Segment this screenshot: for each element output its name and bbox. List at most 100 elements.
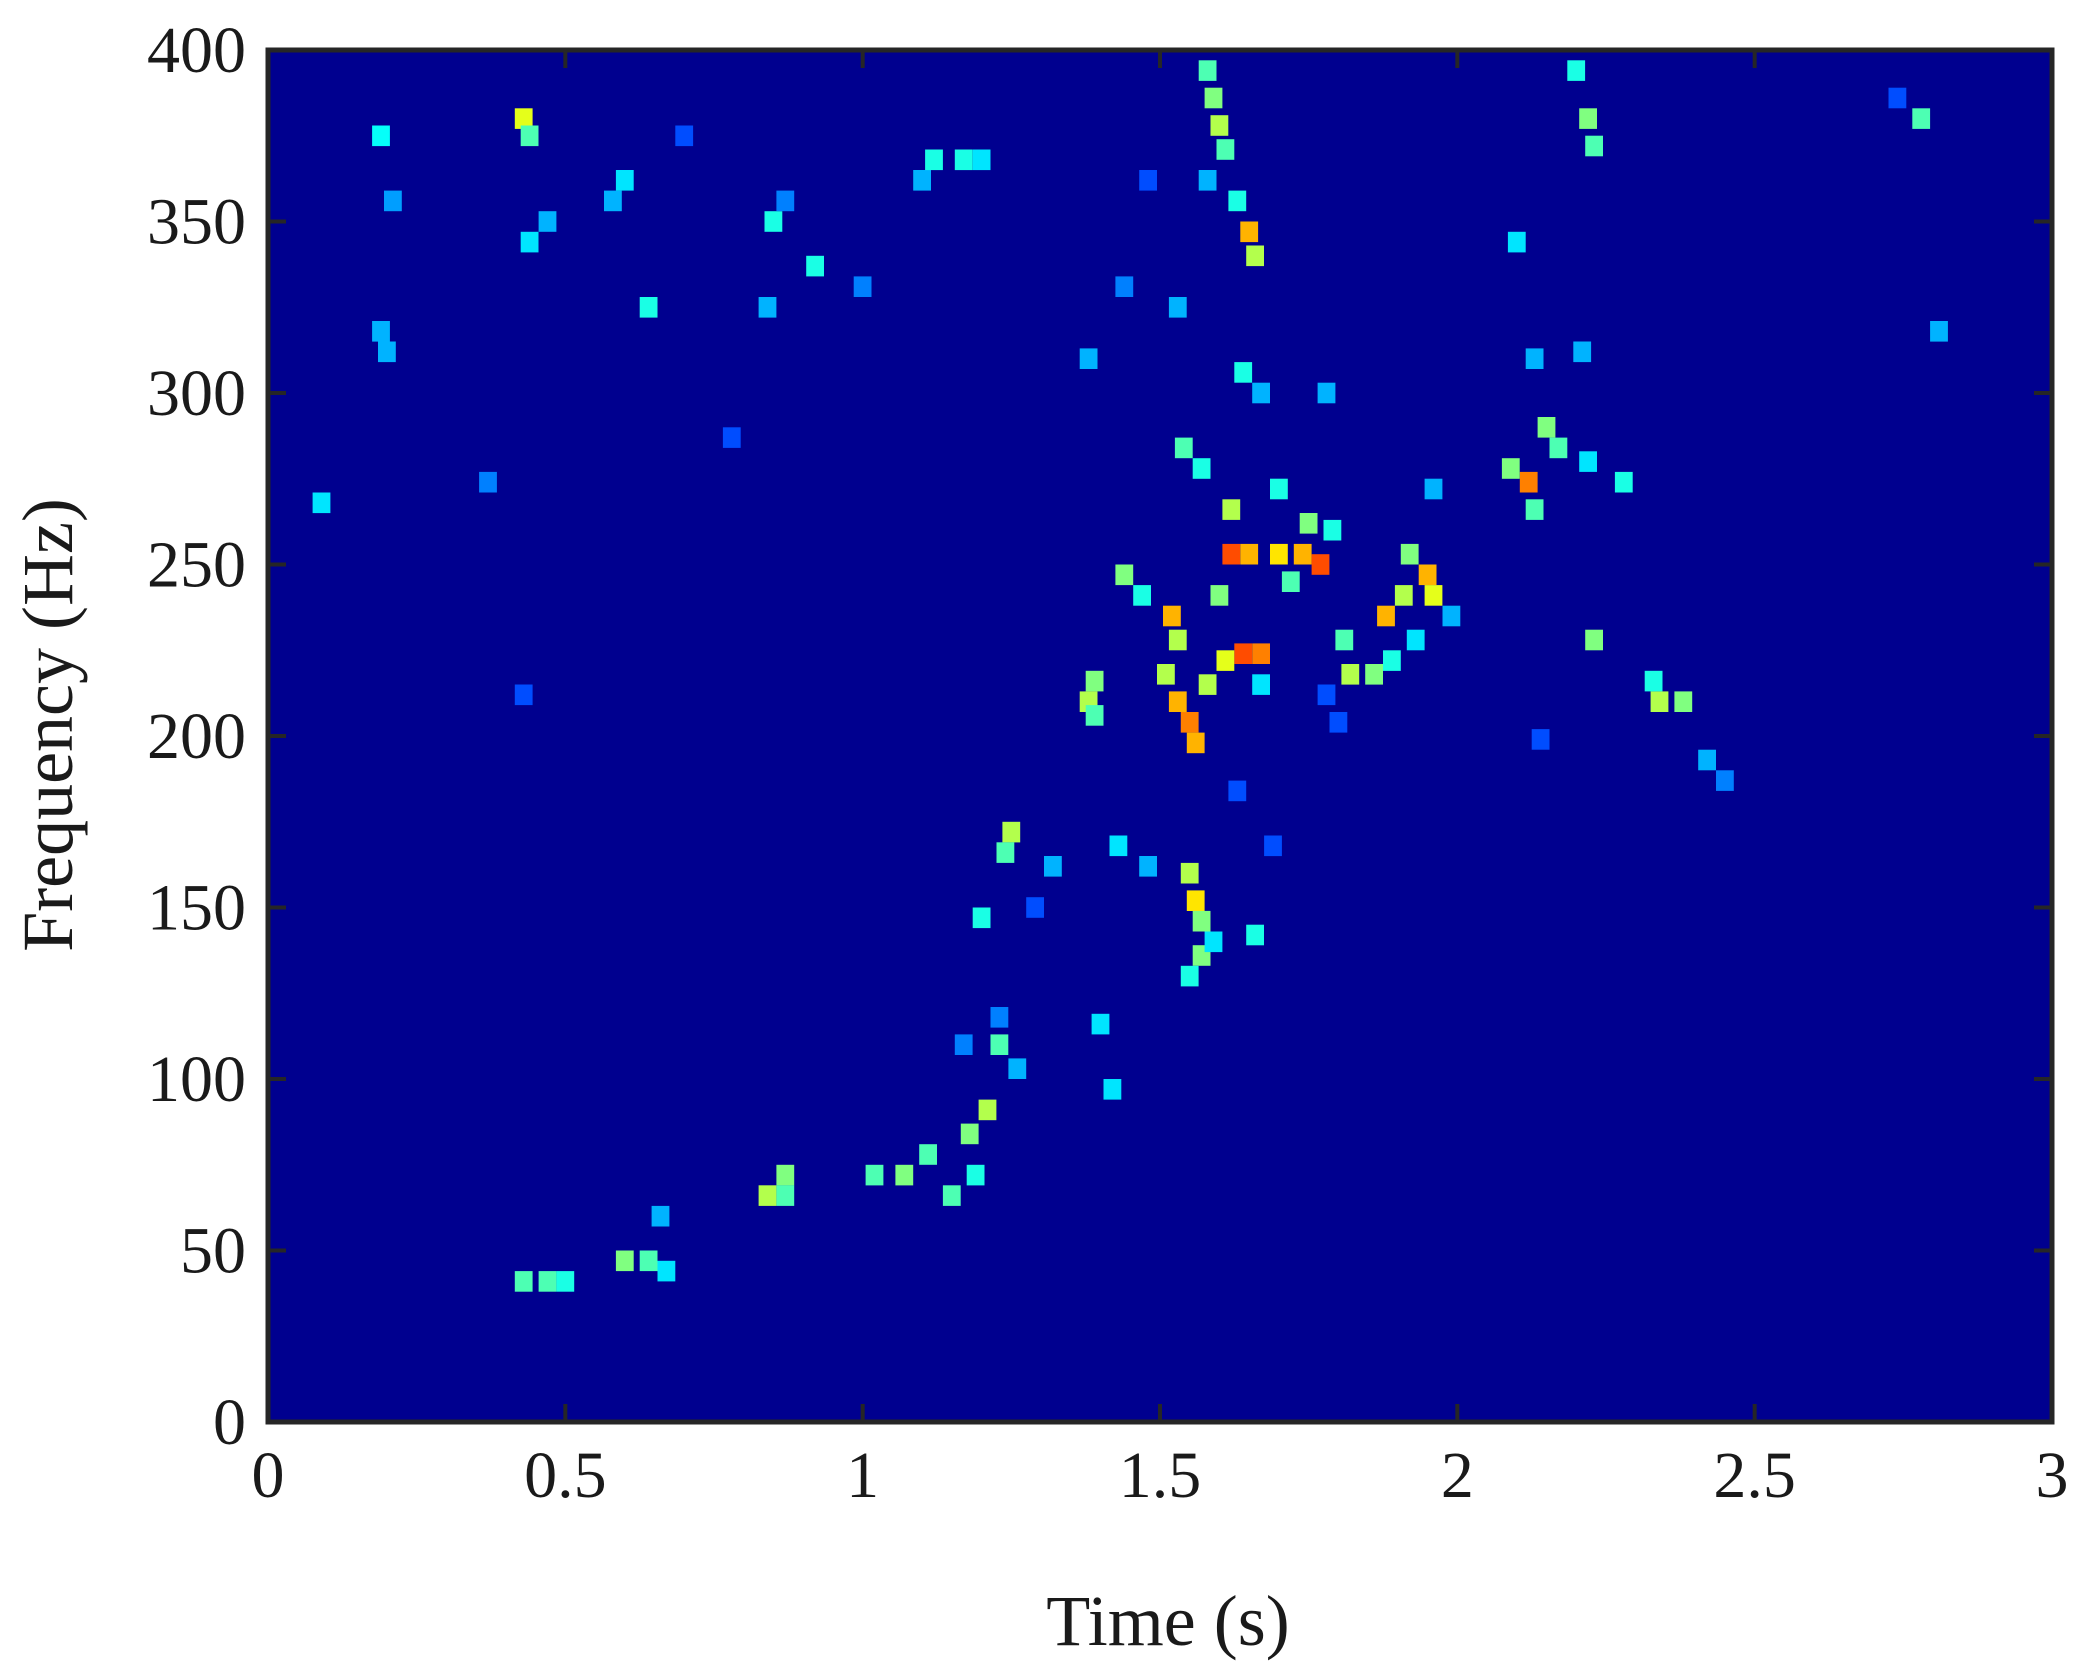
heatmap-cell xyxy=(1252,643,1270,664)
heatmap-cell xyxy=(1406,629,1425,651)
heatmap-cell xyxy=(1930,321,1948,342)
heatmap-cell xyxy=(1323,519,1342,541)
heatmap-cell xyxy=(1204,87,1223,109)
heatmap-cell xyxy=(1115,276,1134,297)
heatmap-cell xyxy=(1270,478,1288,500)
heatmap-cell xyxy=(1180,862,1199,884)
heatmap-cell xyxy=(514,108,533,129)
heatmap-cell xyxy=(1234,643,1253,664)
heatmap-cell xyxy=(776,1164,795,1186)
x-tick-label: 1 xyxy=(846,1439,879,1512)
heatmap-cell xyxy=(1317,382,1336,404)
heatmap-cell xyxy=(954,149,973,171)
heatmap-cell xyxy=(1186,890,1205,911)
heatmap-cell xyxy=(1400,543,1419,565)
heatmap-cell xyxy=(1002,821,1021,843)
heatmap-cell xyxy=(639,297,658,318)
heatmap-cell xyxy=(895,1164,914,1186)
heatmap-cell xyxy=(1698,749,1716,771)
heatmap-cell xyxy=(1085,670,1104,692)
heatmap-cell xyxy=(1424,585,1443,606)
heatmap-cell xyxy=(990,1007,1009,1028)
y-tick-label: 250 xyxy=(147,529,246,602)
heatmap-cell xyxy=(479,471,497,493)
heatmap-cell xyxy=(972,907,991,929)
heatmap-cell xyxy=(520,231,539,253)
heatmap-cell xyxy=(972,149,991,171)
y-tick-label: 0 xyxy=(213,1386,246,1459)
heatmap-cell xyxy=(1198,170,1217,191)
heatmap-cell xyxy=(1228,190,1247,212)
heatmap-cell xyxy=(1614,471,1633,493)
heatmap-cell xyxy=(1311,554,1330,575)
heatmap-cell xyxy=(1383,650,1401,671)
y-tick-label: 300 xyxy=(147,357,246,430)
heatmap-background xyxy=(268,50,2052,1422)
x-tick-label: 2 xyxy=(1441,1439,1474,1512)
y-axis-title: Frequency (Hz) xyxy=(8,498,88,952)
heatmap-cell xyxy=(865,1164,884,1186)
heatmap-cell xyxy=(1264,835,1282,857)
heatmap-cell xyxy=(384,190,402,212)
heatmap-cell xyxy=(990,1034,1009,1055)
heatmap-cell xyxy=(1085,705,1104,726)
heatmap-cell xyxy=(1240,543,1259,565)
heatmap-cell xyxy=(966,1164,985,1186)
heatmap-cell xyxy=(657,1260,676,1282)
heatmap-cell xyxy=(776,1185,795,1206)
heatmap-cell xyxy=(1519,471,1538,493)
ticks-layer: 0 0.5 1 1.5 2 2.5 3 0 50 100 150 200 250 300 350 400 xyxy=(147,14,2069,1512)
heatmap-cell xyxy=(942,1185,961,1206)
heatmap-cell xyxy=(1210,585,1229,606)
heatmap-cell xyxy=(651,1205,670,1227)
plot-area xyxy=(265,47,2055,1425)
y-tick-label: 400 xyxy=(147,14,246,87)
heatmap-cell xyxy=(1377,605,1395,627)
x-tick-label: 0.5 xyxy=(524,1439,607,1512)
heatmap-cell xyxy=(639,1250,658,1272)
heatmap-cell xyxy=(1650,691,1669,712)
heatmap-cell xyxy=(1716,770,1734,791)
heatmap-cell xyxy=(1573,341,1592,363)
heatmap-cell xyxy=(1044,856,1062,877)
y-tick-label: 100 xyxy=(147,1043,246,1116)
heatmap-cell xyxy=(722,427,741,448)
heatmap-cell xyxy=(954,1034,973,1055)
heatmap-cell xyxy=(1501,458,1520,479)
heatmap-cell xyxy=(1252,674,1270,695)
x-tick-label: 0 xyxy=(252,1439,285,1512)
heatmap-cell xyxy=(1912,108,1931,129)
heatmap-cell xyxy=(1525,499,1544,520)
heatmap-cell xyxy=(1674,691,1693,712)
heatmap-cell xyxy=(1180,965,1199,987)
heatmap-cell xyxy=(372,125,390,147)
heatmap-cell xyxy=(1240,221,1259,243)
heatmap-cell xyxy=(1246,245,1264,267)
heatmap-cell xyxy=(538,211,557,232)
heatmap-cell xyxy=(978,1099,997,1121)
heatmap-cell xyxy=(764,211,783,232)
heatmap-cell xyxy=(604,190,622,212)
heatmap-cell xyxy=(675,125,694,147)
heatmap-cell xyxy=(1109,835,1128,857)
heatmap-cell xyxy=(1222,543,1241,565)
heatmap-cell xyxy=(1888,87,1907,109)
heatmap-cell xyxy=(1192,458,1211,479)
heatmap-cell xyxy=(1365,664,1383,685)
heatmap-cell xyxy=(1198,674,1217,695)
heatmap-cell xyxy=(1549,437,1568,459)
heatmap-cell xyxy=(1168,691,1187,712)
heatmap-cell xyxy=(853,276,872,297)
heatmap-cell xyxy=(1157,664,1175,685)
heatmap-cell xyxy=(1133,585,1151,606)
heatmap-cell xyxy=(514,684,533,706)
heatmap-cell xyxy=(919,1144,937,1165)
heatmap-cell xyxy=(1585,629,1603,651)
y-tick-label: 200 xyxy=(147,700,246,773)
x-axis-title: Time (s) xyxy=(1046,1581,1289,1661)
heatmap-cell xyxy=(1299,513,1318,534)
heatmap-cell xyxy=(1341,664,1360,685)
heatmap-cell xyxy=(1210,115,1229,136)
